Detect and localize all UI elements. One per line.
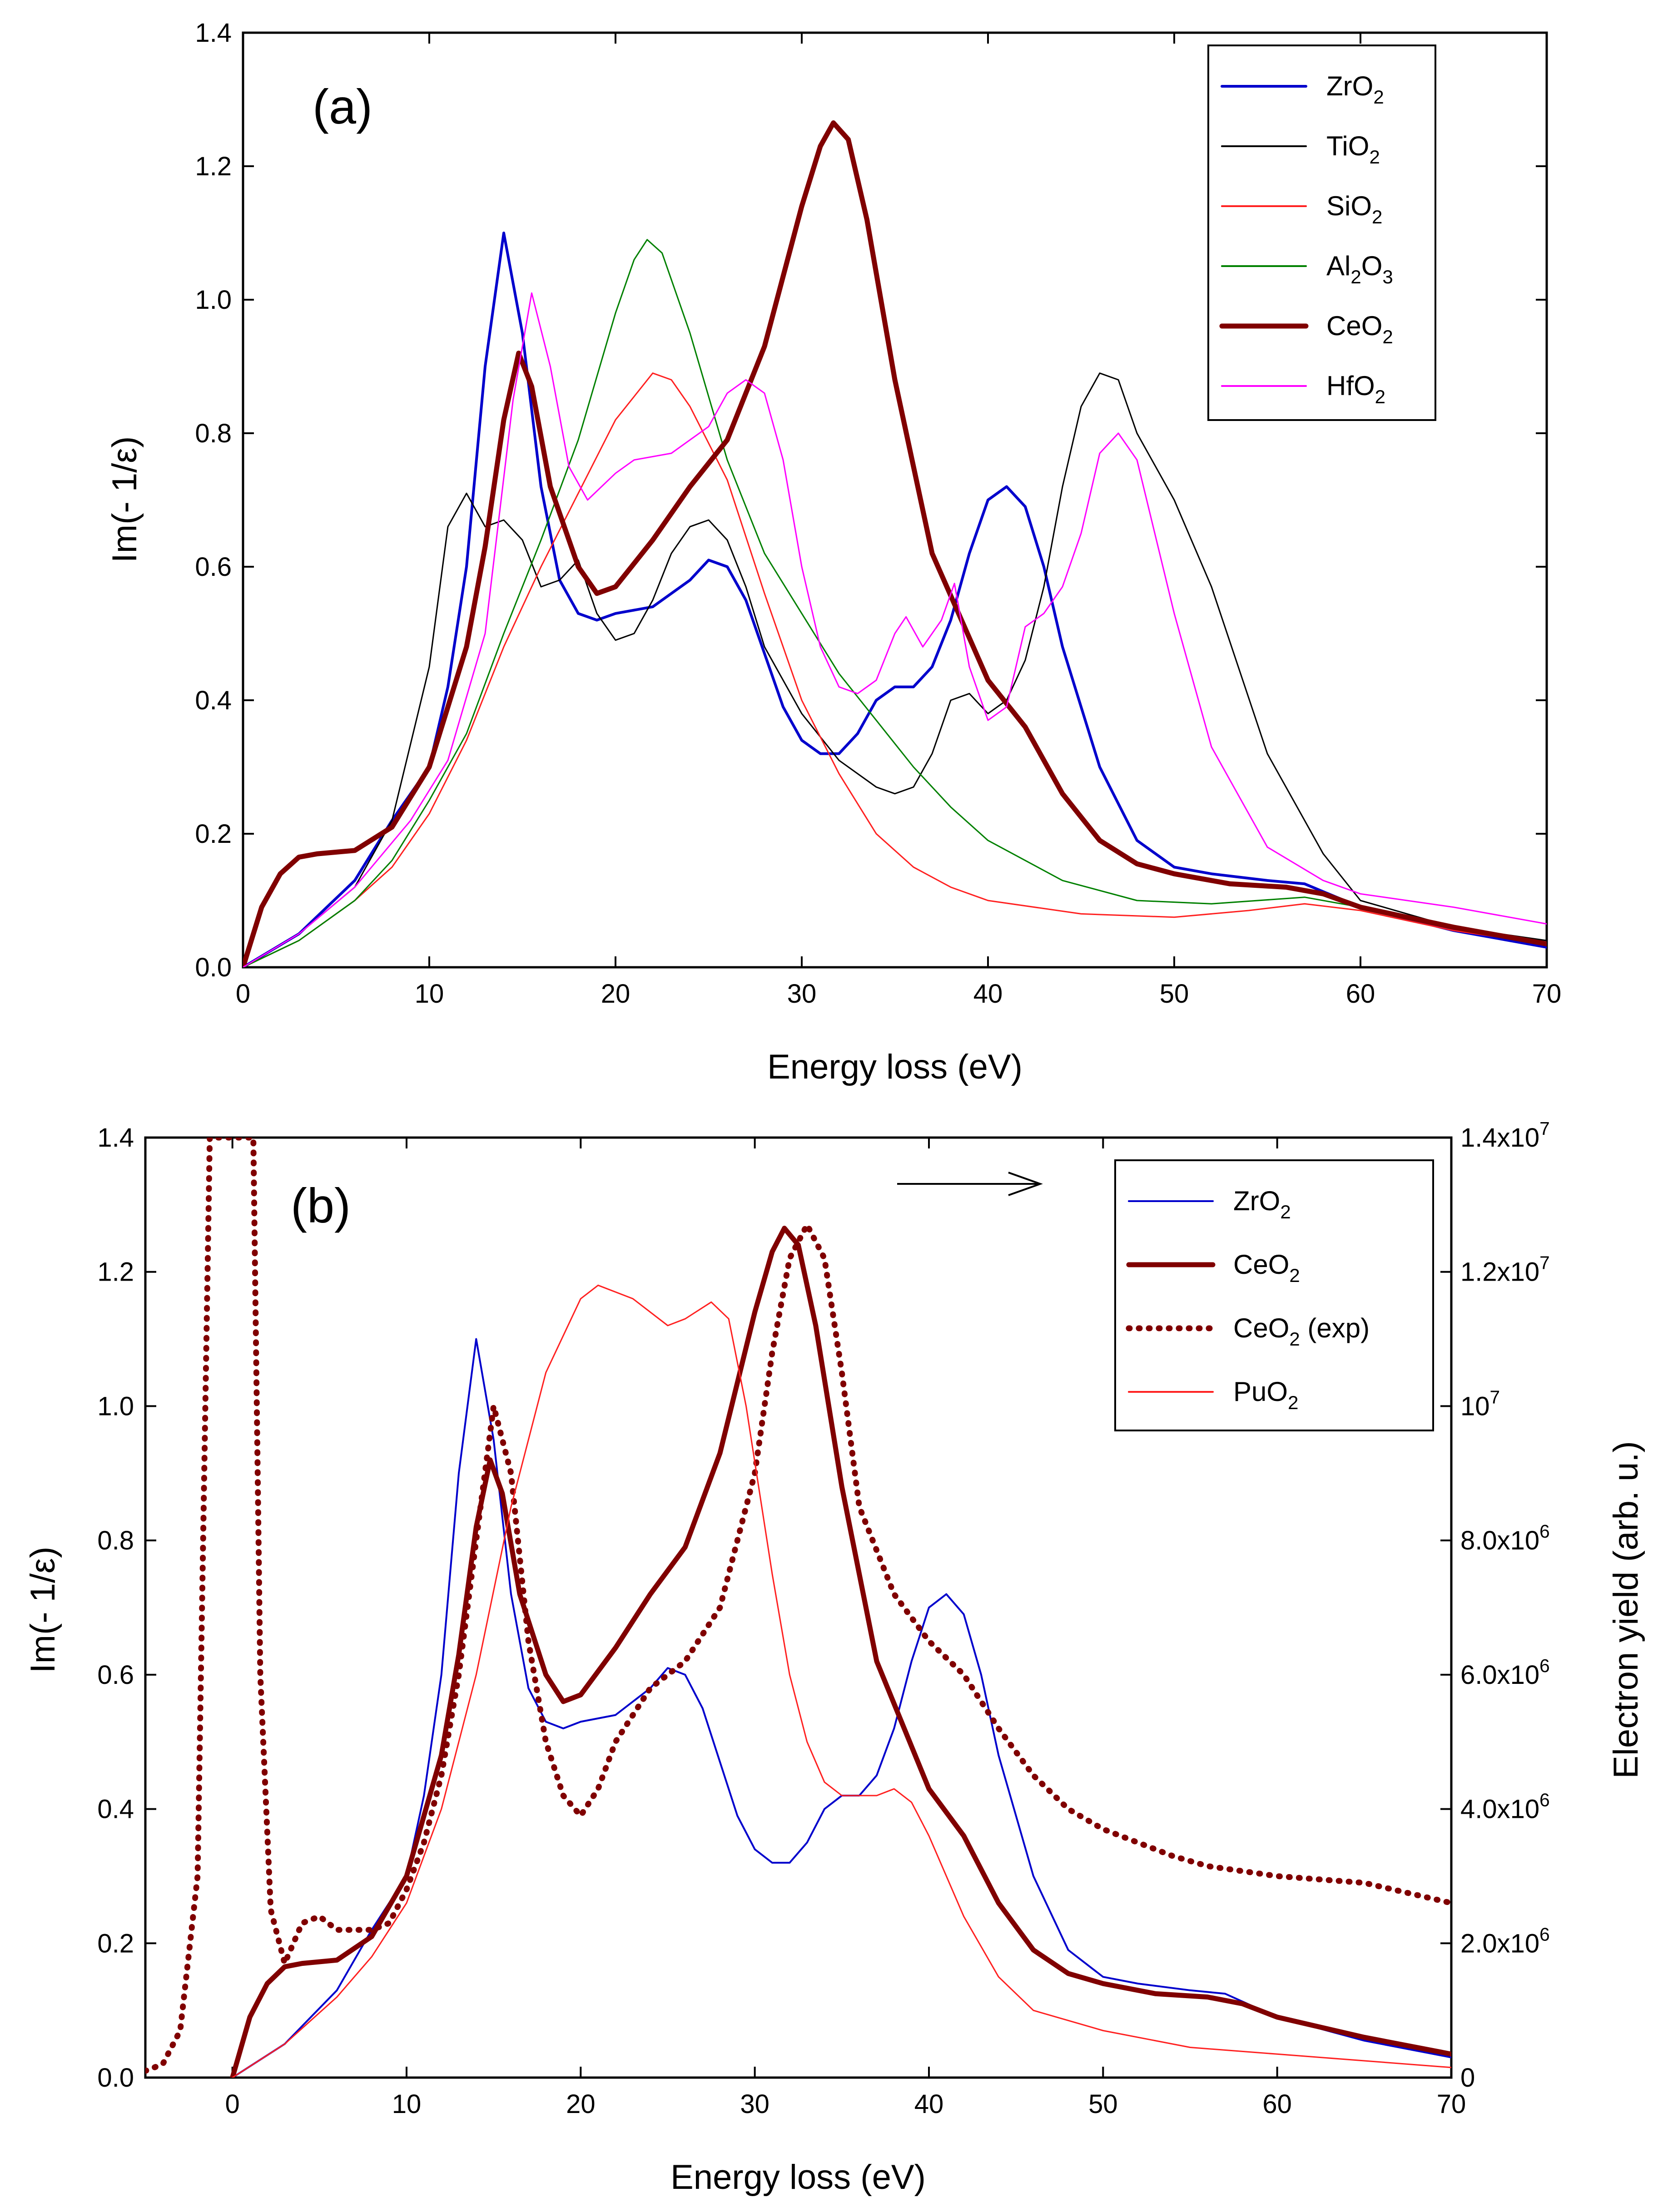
annotation-arrow-head (1008, 1172, 1043, 1196)
y-tick-label: 0.6 (195, 552, 232, 582)
y-tick-label: 0.4 (97, 1795, 134, 1824)
panel-b-series (145, 1138, 1451, 2078)
legend-label-zro2: ZrO2 (1326, 71, 1384, 108)
x-tick-label: 20 (566, 2089, 596, 2119)
x-tick-label: 70 (1532, 979, 1562, 1009)
legend-label-hfo2: HfO2 (1326, 371, 1385, 407)
y-tick-label: 0.6 (97, 1660, 134, 1690)
panel-a-label: (a) (313, 79, 372, 134)
x-tick-label: 40 (914, 2089, 944, 2119)
y2-tick-label: 4.0x106 (1460, 1790, 1550, 1824)
panel-a-ticks: 0 10 20 30 40 50 60 70 0.0 0.2 0.4 0.6 0.8 1.0 1.2 1.4 (195, 18, 1561, 1009)
x-tick-label: 0 (225, 2089, 240, 2119)
series-line-zro2 (243, 232, 1547, 967)
y-tick-label: 0.4 (195, 686, 232, 715)
x-tick-label: 10 (415, 979, 444, 1009)
y-tick-label: 1.4 (97, 1123, 134, 1153)
legend-label-ceo2: CeO2 (1326, 311, 1393, 347)
y-tick-label: 1.2 (195, 152, 232, 181)
panel-b-legend-box (1114, 1159, 1434, 1431)
x-tick-label: 60 (1346, 979, 1375, 1009)
panel-b-y2-axis-label: Electron yield (arb. u.) (1607, 1441, 1645, 1778)
series-line-tio2 (243, 372, 1547, 967)
series-line-sio2 (243, 372, 1547, 967)
y2-tick-label: 0 (1460, 2063, 1475, 2093)
panel-a-legend-box (1207, 45, 1436, 421)
series-line-puo2 (232, 1284, 1451, 2078)
x-tick-label: 20 (601, 979, 630, 1009)
legend-label-al2o3: Al2O3 (1326, 251, 1393, 287)
y2-tick-label: 107 (1460, 1386, 1500, 1421)
y2-tick-label: 1.4x107 (1460, 1118, 1550, 1153)
y-tick-label: 1.0 (195, 285, 232, 315)
y2-tick-label: 1.2x107 (1460, 1252, 1550, 1287)
series-line-al2o3 (243, 239, 1547, 967)
series-line-hfo2 (243, 292, 1547, 967)
y2-tick-label: 2.0x106 (1460, 1924, 1550, 1958)
series-line-ceo2exp (145, 1138, 1451, 2074)
legend-label-ceo2exp: CeO2 (exp) (1233, 1313, 1370, 1350)
x-tick-label: 0 (236, 979, 250, 1009)
x-tick-label: 70 (1437, 2089, 1466, 2119)
legend-label-puo2: PuO2 (1233, 1376, 1298, 1413)
x-tick-label: 10 (392, 2089, 422, 2119)
series-line-ceo2 (243, 120, 1547, 967)
x-tick-label: 40 (973, 979, 1003, 1009)
x-tick-label: 30 (740, 2089, 769, 2119)
x-tick-label: 30 (787, 979, 817, 1009)
y-tick-label: 0.0 (97, 2063, 134, 2093)
legend-label-tio2: TiO2 (1326, 131, 1380, 168)
annotation-arrow (897, 1172, 1043, 1196)
panel-b-label: (b) (291, 1178, 351, 1233)
y-tick-label: 1.0 (97, 1391, 134, 1421)
y-tick-label: 0.2 (195, 819, 232, 849)
series-line-zro2b (231, 1338, 1451, 2078)
series-line-ceo2b (230, 1226, 1451, 2078)
panel-a-x-axis-label: Energy loss (eV) (767, 1048, 1023, 1086)
y2-tick-label: 6.0x106 (1460, 1655, 1550, 1690)
panel-b-y-axis-label: Im(- 1/ε) (24, 1547, 62, 1673)
panel-b: 0 10 20 30 40 50 60 70 0.0 0.2 0.4 0.6 0.8 1.0 1.2 1.4 0… (24, 1118, 1645, 2197)
y-tick-label: 0.8 (97, 1526, 134, 1555)
panel-b-plot-frame (144, 1136, 1453, 2079)
panel-a-y-axis-label: Im(- 1/ε) (105, 436, 144, 563)
y-tick-label: 0.0 (195, 953, 232, 982)
panel-a: 0 10 20 30 40 50 60 700.00.20.40.60.81.01.21.4 … (105, 18, 1561, 1086)
y2-tick-label: 8.0x106 (1460, 1521, 1550, 1555)
x-tick-label: 50 (1160, 979, 1189, 1009)
panel-b-x-axis-label: Energy loss (eV) (670, 2158, 926, 2197)
panel-b-ticks: 0 10 20 30 40 50 60 70 0.0 0.2 0.4 0.6 0.8 1.0 1.2 1.4 0… (97, 1118, 1549, 2119)
legend-label-sio2: SiO2 (1326, 191, 1382, 228)
y-tick-label: 1.2 (97, 1257, 134, 1287)
panel-a-series (243, 120, 1547, 967)
y-tick-label: 1.4 (195, 18, 232, 48)
y-tick-label: 0.8 (195, 419, 232, 448)
y-tick-label: 0.2 (97, 1929, 134, 1958)
panel-a-plot-frame (242, 31, 1548, 969)
x-tick-label: 50 (1088, 2089, 1118, 2119)
panel-b-legend: ZrO2 CeO2 CeO2 (exp) PuO2 (1114, 1159, 1434, 1431)
legend-label-zro2b: ZrO2 (1233, 1186, 1291, 1222)
legend-label-ceo2b: CeO2 (1233, 1249, 1300, 1286)
panel-a-legend: ZrO2 TiO2 SiO2 Al2O3 CeO2 HfO2 (1207, 45, 1436, 421)
x-tick-label: 60 (1262, 2089, 1292, 2119)
